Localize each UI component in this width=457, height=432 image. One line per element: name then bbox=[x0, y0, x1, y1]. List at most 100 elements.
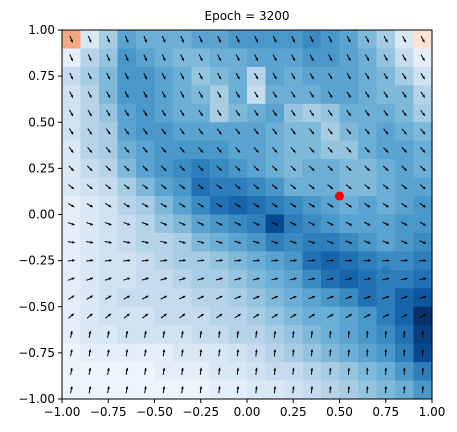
quiver-arrow bbox=[69, 109, 74, 117]
quiver-arrow bbox=[382, 259, 390, 262]
quiver-arrow bbox=[161, 35, 166, 43]
quiver-arrow bbox=[160, 277, 168, 281]
quiver-arrow bbox=[215, 221, 223, 226]
quiver-arrow bbox=[123, 259, 131, 262]
quiver-arrow bbox=[309, 146, 315, 153]
quiver-arrow bbox=[178, 295, 186, 300]
quiver-arrow bbox=[124, 35, 129, 43]
quiver-arrow bbox=[124, 128, 130, 135]
quiver-arrow bbox=[364, 202, 371, 208]
quiver-arrow bbox=[104, 295, 112, 300]
quiver-arrow bbox=[364, 184, 371, 190]
quiver-arrow bbox=[419, 221, 427, 226]
quiver-arrow bbox=[142, 203, 149, 208]
quiver-arrow bbox=[310, 367, 314, 375]
quiver-arrow bbox=[68, 295, 75, 300]
quiver-arrow bbox=[382, 165, 389, 172]
quiver-arrow bbox=[272, 54, 277, 62]
quiver-arrow bbox=[87, 146, 93, 153]
quiver-arrow bbox=[68, 165, 75, 172]
quiver-arrow bbox=[86, 222, 94, 226]
quiver-arrow bbox=[271, 221, 279, 226]
quiver-arrow bbox=[327, 147, 333, 153]
quiver-arrow bbox=[162, 349, 166, 357]
quiver-arrow bbox=[252, 259, 260, 262]
x-tick-label: −0.75 bbox=[90, 405, 127, 419]
quiver-arrow bbox=[402, 386, 406, 394]
quiver-arrow bbox=[197, 221, 205, 226]
quiver-arrow bbox=[68, 146, 74, 153]
quiver-arrow bbox=[88, 386, 92, 394]
quiver-arrow bbox=[142, 165, 149, 172]
quiver-arrow bbox=[309, 72, 314, 80]
quiver-arrow bbox=[253, 165, 260, 172]
quiver-arrow bbox=[421, 386, 425, 394]
quiver-arrow bbox=[86, 313, 93, 319]
quiver-arrow bbox=[124, 72, 129, 80]
quiver-arrow bbox=[345, 165, 352, 172]
quiver-arrow bbox=[271, 313, 279, 319]
quiver-arrow bbox=[384, 386, 388, 394]
quiver-arrow bbox=[197, 259, 205, 262]
quiver-arrow bbox=[401, 202, 408, 208]
quiver-arrow bbox=[143, 35, 148, 43]
quiver-arrow bbox=[345, 259, 353, 262]
quiver-arrow bbox=[123, 240, 131, 244]
quiver-arrow bbox=[86, 203, 94, 208]
quiver-arrow bbox=[384, 367, 388, 375]
y-tick-label: −0.75 bbox=[18, 346, 55, 360]
x-tick-label: −0.25 bbox=[182, 405, 219, 419]
quiver-arrow bbox=[235, 146, 241, 153]
quiver-arrow bbox=[365, 386, 369, 394]
quiver-arrow bbox=[273, 386, 277, 394]
quiver-arrow bbox=[402, 330, 406, 338]
quiver-arrow bbox=[401, 128, 407, 135]
quiver-arrow bbox=[383, 35, 388, 43]
quiver-arrow bbox=[217, 54, 222, 62]
quiver-arrow bbox=[271, 165, 278, 172]
quiver-arrow bbox=[327, 202, 334, 208]
x-tick-label: −0.50 bbox=[136, 405, 173, 419]
quiver-arrow bbox=[180, 91, 185, 98]
quiver-arrow bbox=[308, 165, 315, 172]
quiver-arrow bbox=[365, 54, 370, 61]
quiver-arrow bbox=[363, 259, 371, 262]
quiver-arrow bbox=[420, 91, 426, 98]
quiver-arrow bbox=[347, 367, 351, 375]
quiver-arrow bbox=[141, 295, 149, 300]
quiver-arrow bbox=[308, 240, 316, 244]
quiver-arrow bbox=[419, 184, 426, 190]
quiver-arrow bbox=[235, 72, 240, 80]
quiver-arrow bbox=[123, 277, 131, 281]
quiver-arrow bbox=[253, 313, 260, 319]
quiver-arrow bbox=[383, 54, 388, 61]
quiver-arrow bbox=[215, 240, 223, 244]
quiver-arrow bbox=[419, 277, 427, 281]
quiver-arrow bbox=[383, 72, 389, 80]
quiver-arrow bbox=[217, 35, 222, 43]
quiver-arrow bbox=[308, 259, 316, 262]
quiver-arrow bbox=[234, 259, 242, 262]
quiver-arrow bbox=[382, 277, 390, 281]
quiver-arrow bbox=[420, 109, 426, 117]
quiver-arrow bbox=[419, 147, 426, 153]
quiver-arrow bbox=[364, 128, 370, 135]
quiver-arrow bbox=[197, 313, 204, 319]
quiver-arrow bbox=[402, 54, 407, 61]
quiver-arrow bbox=[123, 295, 131, 300]
quiver-arrow bbox=[105, 313, 112, 319]
quiver-arrow bbox=[105, 184, 112, 190]
quiver-arrow bbox=[271, 240, 279, 244]
quiver-arrow bbox=[419, 240, 427, 245]
quiver-arrow bbox=[180, 35, 185, 43]
quiver-arrow bbox=[178, 259, 186, 262]
quiver-arrow bbox=[364, 109, 370, 117]
quiver-arrow bbox=[345, 240, 353, 244]
quiver-arrow bbox=[402, 367, 406, 375]
quiver-arrow bbox=[291, 349, 295, 357]
quiver-arrow bbox=[234, 313, 241, 319]
quiver-arrow bbox=[123, 221, 131, 226]
quiver-arrow bbox=[254, 349, 258, 357]
quiver-arrow bbox=[327, 165, 334, 172]
quiver-arrow bbox=[124, 146, 130, 153]
